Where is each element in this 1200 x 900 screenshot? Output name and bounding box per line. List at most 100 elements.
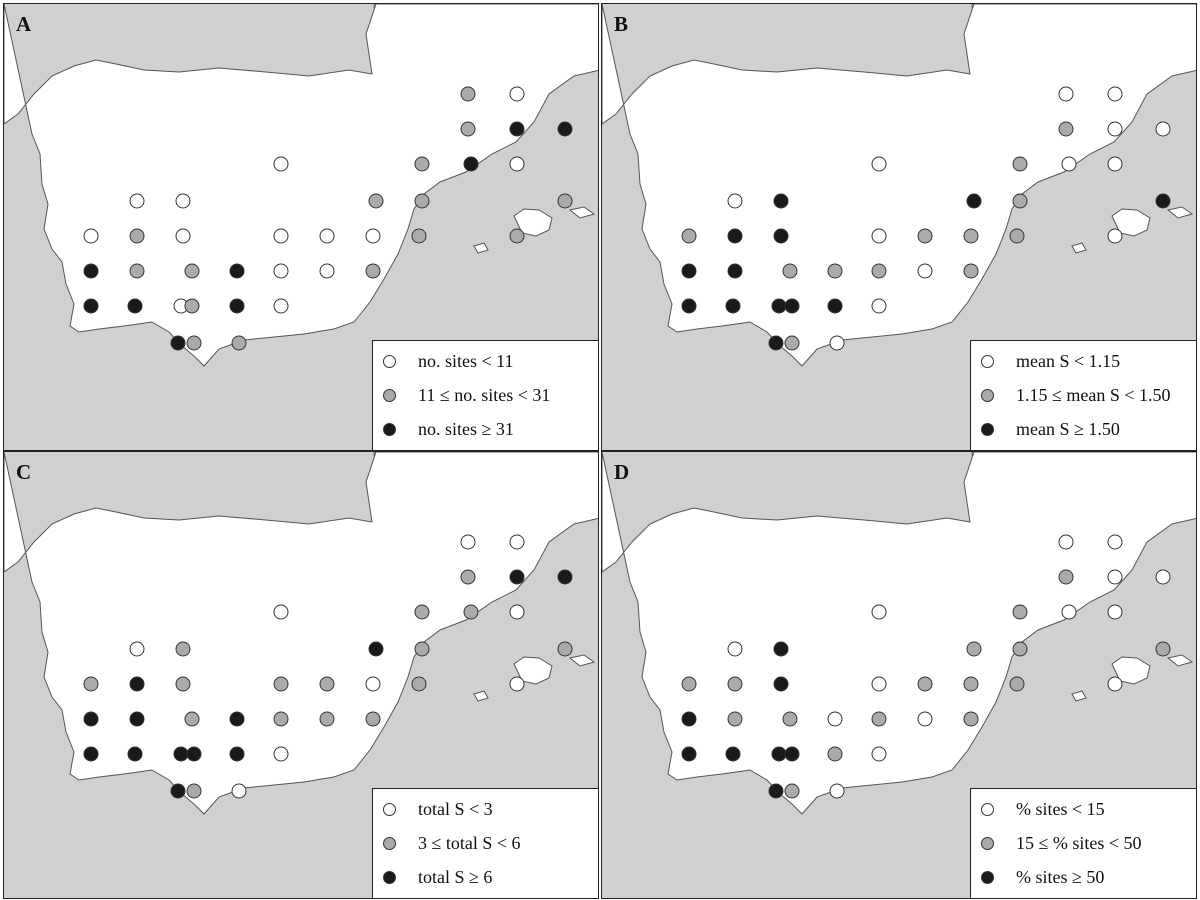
panel-label: A <box>16 12 32 36</box>
legend-dot-low <box>981 803 994 816</box>
site-point <box>170 335 186 351</box>
minorca-island <box>568 206 596 219</box>
site-point <box>557 569 573 585</box>
site-point <box>727 193 743 209</box>
map-svg <box>602 4 1196 450</box>
site-point <box>1155 569 1171 585</box>
site-point <box>773 193 789 209</box>
legend-dot-high <box>383 423 396 436</box>
legend-row-high: total S ≥ 6 <box>373 863 598 893</box>
site-point <box>829 335 845 351</box>
site-point <box>1155 641 1171 657</box>
site-point <box>175 228 191 244</box>
site-point <box>368 193 384 209</box>
mallorca-island <box>513 208 553 237</box>
ibiza-island <box>473 242 489 254</box>
site-point <box>917 676 933 692</box>
site-point <box>681 298 697 314</box>
minorca-island <box>1166 206 1194 219</box>
site-point <box>871 604 887 620</box>
site-point <box>1107 569 1123 585</box>
site-point <box>871 263 887 279</box>
site-point <box>229 746 245 762</box>
site-point <box>681 228 697 244</box>
site-point <box>129 641 145 657</box>
site-point <box>1107 604 1123 620</box>
minorca-island <box>1166 654 1194 667</box>
site-point <box>782 711 798 727</box>
site-point <box>273 676 289 692</box>
iberia-land <box>602 4 1196 367</box>
site-point <box>463 156 479 172</box>
legend-row-mid: 11 ≤ no. sites < 31 <box>373 381 598 411</box>
site-point <box>127 746 143 762</box>
legend-label-mid: 1.15 ≤ mean S < 1.50 <box>1016 385 1171 405</box>
legend: mean S < 1.15 1.15 ≤ mean S < 1.50 mean … <box>970 340 1196 450</box>
site-point <box>184 711 200 727</box>
panel-label: B <box>614 12 629 36</box>
site-point <box>170 783 186 799</box>
site-point <box>1058 569 1074 585</box>
site-point <box>827 263 843 279</box>
site-point <box>129 711 145 727</box>
site-point <box>727 263 743 279</box>
site-point <box>509 569 525 585</box>
site-point <box>1061 604 1077 620</box>
site-point <box>681 263 697 279</box>
site-point <box>83 676 99 692</box>
site-point <box>273 228 289 244</box>
legend-dot-low <box>981 355 994 368</box>
legend-label-low: total S < 3 <box>418 799 493 819</box>
site-point <box>871 156 887 172</box>
site-point <box>460 121 476 137</box>
africa-land <box>134 352 370 450</box>
legend-label-high: total S ≥ 6 <box>418 867 493 887</box>
site-point <box>273 156 289 172</box>
site-point <box>557 641 573 657</box>
panel-label: C <box>16 460 32 484</box>
site-point <box>184 263 200 279</box>
site-point <box>1058 121 1074 137</box>
legend-label-mid: 3 ≤ total S < 6 <box>418 833 521 853</box>
site-point <box>1107 86 1123 102</box>
legend: no. sites < 11 11 ≤ no. sites < 31 no. s… <box>372 340 598 450</box>
site-point <box>319 263 335 279</box>
site-point <box>768 783 784 799</box>
site-point <box>725 746 741 762</box>
legend-label-low: no. sites < 11 <box>418 351 514 371</box>
site-point <box>83 298 99 314</box>
site-point <box>1107 156 1123 172</box>
site-point <box>725 298 741 314</box>
site-point <box>365 676 381 692</box>
mallorca-island <box>513 656 553 685</box>
site-point <box>273 711 289 727</box>
site-point <box>871 228 887 244</box>
site-point <box>963 228 979 244</box>
site-point <box>557 121 573 137</box>
site-point <box>184 298 200 314</box>
site-point <box>727 641 743 657</box>
legend-dot-high <box>383 871 396 884</box>
site-point <box>229 298 245 314</box>
site-point <box>1012 641 1028 657</box>
site-point <box>773 676 789 692</box>
site-point <box>411 228 427 244</box>
site-point <box>1155 193 1171 209</box>
map-panel-b: B mean S < 1.15 1.15 ≤ mean S < 1.50 mea… <box>601 3 1197 451</box>
site-point <box>871 298 887 314</box>
site-point <box>827 746 843 762</box>
site-point <box>463 604 479 620</box>
iberia-land <box>602 452 1196 815</box>
site-point <box>1107 676 1123 692</box>
site-point <box>129 263 145 279</box>
legend-label-high: mean S ≥ 1.50 <box>1016 419 1120 439</box>
site-point <box>414 193 430 209</box>
site-point <box>681 711 697 727</box>
legend-dot-low <box>383 355 396 368</box>
iberia-land <box>4 452 598 815</box>
site-point <box>509 676 525 692</box>
site-point <box>129 228 145 244</box>
site-point <box>83 746 99 762</box>
legend-label-low: % sites < 15 <box>1016 799 1105 819</box>
site-point <box>871 746 887 762</box>
